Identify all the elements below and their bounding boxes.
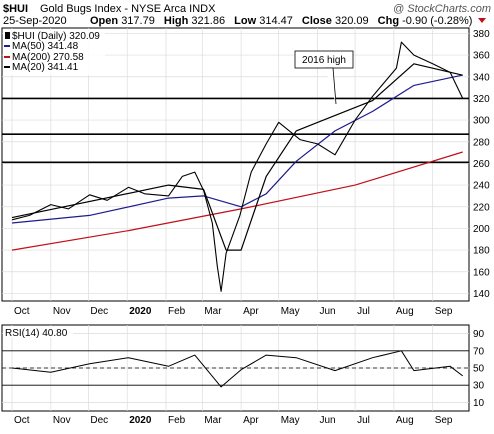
series-ma-20 — [11, 63, 463, 251]
price-ytick-160: 160 — [473, 267, 490, 278]
price-xtick-aug: Aug — [396, 306, 414, 317]
rsi-legend: RSI(14) 40.80 — [5, 328, 68, 339]
series-ma-50 — [11, 74, 463, 224]
price-ytick-280: 280 — [473, 137, 490, 148]
price-ytick-300: 300 — [473, 116, 490, 127]
price-y-axis: 140 160 180 200 220 240 260 280 300 320 340 360 380 — [473, 29, 490, 300]
price-xtick-may: May — [281, 306, 300, 317]
price-ytick-320: 320 — [473, 94, 490, 105]
series-rsi-14 — [11, 350, 464, 388]
rsi-xtick-dec: Dec — [90, 415, 108, 426]
low-value: 314.47 — [259, 15, 293, 27]
chg-value: -0.90 (-0.28%) — [402, 15, 472, 27]
price-xtick-nov: Nov — [53, 306, 71, 317]
chart-symbol: $HUI — [3, 3, 28, 15]
legend-ma50: MA(50) 341.48 — [12, 41, 79, 52]
support-resistance-lines — [2, 97, 469, 164]
low-label: Low — [234, 15, 256, 27]
price-ytick-180: 180 — [473, 246, 490, 257]
price-xtick-mar: Mar — [204, 306, 222, 317]
price-ytick-140: 140 — [473, 289, 490, 300]
high-label: High — [164, 15, 189, 27]
price-x-axis: Oct Nov Dec 2020 Feb Mar Apr May Jun Jul Aug Sep — [14, 306, 453, 317]
price-xtick-apr: Apr — [243, 306, 259, 317]
legend-ma20: MA(20) 341.41 — [12, 62, 79, 73]
rsi-xtick-sep: Sep — [435, 415, 453, 426]
rsi-xtick-feb: Feb — [168, 415, 186, 426]
rsi-ytick-90: 90 — [473, 329, 485, 340]
price-ytick-240: 240 — [473, 181, 490, 192]
open-label: Open — [90, 15, 118, 27]
price-ytick-220: 220 — [473, 202, 490, 213]
rsi-ytick-30: 30 — [473, 381, 485, 392]
price-xtick-feb: Feb — [168, 306, 186, 317]
rsi-ytick-70: 70 — [473, 346, 485, 357]
close-label: Close — [302, 15, 332, 27]
price-xtick-dec: Dec — [90, 306, 108, 317]
rsi-y-axis: 10 30 50 70 90 — [473, 329, 485, 409]
price-ytick-340: 340 — [473, 72, 490, 83]
rsi-series — [11, 350, 464, 388]
price-xtick-jul: Jul — [357, 306, 370, 317]
chg-down-arrow-icon — [478, 18, 486, 23]
rsi-xtick-2020: 2020 — [129, 415, 152, 426]
high-value: 321.86 — [191, 15, 225, 27]
chart-copyright: @ StockCharts.com — [393, 3, 491, 15]
rsi-xtick-oct: Oct — [14, 415, 30, 426]
price-legend: $HUI (Daily) 320.09 MA(50) 341.48 MA(200… — [3, 29, 105, 75]
price-ytick-380: 380 — [473, 29, 490, 40]
price-xtick-oct: Oct — [14, 306, 30, 317]
annotation-label: 2016 high — [302, 55, 346, 66]
rsi-xtick-apr: Apr — [243, 415, 259, 426]
rsi-ytick-50: 50 — [473, 364, 485, 375]
svg-text:Open 317.79 High 3: Open 317.79 High 321.86 Low 314.47 Close… — [90, 15, 472, 27]
rsi-ytick-10: 10 — [473, 398, 485, 409]
series-hui-daily — [11, 41, 464, 292]
price-ytick-260: 260 — [473, 159, 490, 170]
rsi-xtick-may: May — [281, 415, 300, 426]
price-xtick-sep: Sep — [435, 306, 453, 317]
price-ytick-200: 200 — [473, 224, 490, 235]
price-series — [11, 41, 464, 292]
rsi-xtick-mar: Mar — [204, 415, 222, 426]
rsi-xtick-nov: Nov — [53, 415, 71, 426]
rsi-xtick-jul: Jul — [357, 415, 370, 426]
rsi-xtick-aug: Aug — [396, 415, 414, 426]
chart-name: Gold Bugs Index - NYSE Arca INDX — [40, 3, 216, 15]
legend-price: $HUI (Daily) 320.09 — [12, 31, 100, 42]
rsi-xtick-jun: Jun — [320, 415, 336, 426]
close-value: 320.09 — [335, 15, 369, 27]
open-value: 317.79 — [121, 15, 155, 27]
rsi-x-axis: Oct Nov Dec 2020 Feb Mar Apr May Jun Jul Aug Sep — [14, 415, 453, 426]
legend-swatch-price — [5, 32, 10, 39]
rsi-reference-lines — [2, 350, 469, 386]
chg-label: Chg — [378, 15, 399, 27]
annotation-2016-high: 2016 high — [294, 50, 354, 105]
price-xtick-2020: 2020 — [129, 306, 152, 317]
legend-ma200: MA(200) 270.58 — [12, 52, 84, 63]
chart-date: 25-Sep-2020 — [3, 15, 67, 27]
price-ytick-360: 360 — [473, 51, 490, 62]
price-xtick-jun: Jun — [320, 306, 336, 317]
